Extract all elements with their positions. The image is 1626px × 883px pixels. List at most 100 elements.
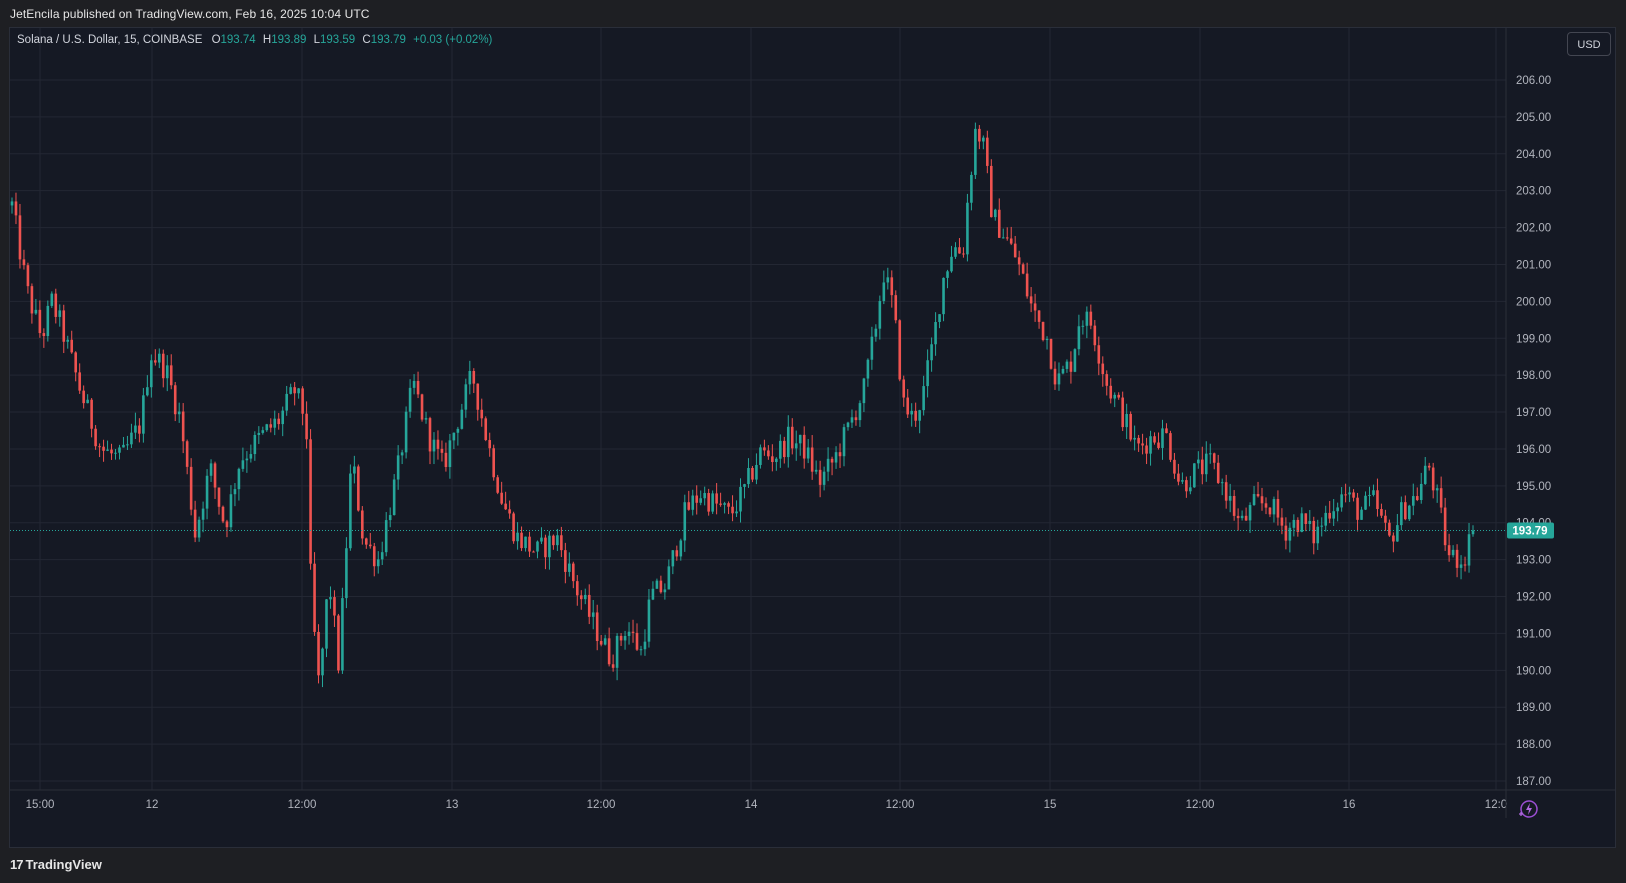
candle-body	[1268, 507, 1272, 515]
candle-body	[826, 458, 830, 472]
candle-body	[1009, 238, 1013, 244]
candle-body	[349, 473, 352, 549]
candle-body	[1320, 525, 1324, 527]
candle-body	[930, 344, 933, 361]
candle-body	[667, 566, 671, 590]
candle-body	[1041, 321, 1045, 341]
tradingview-logo-icon: 17	[10, 857, 24, 872]
candle-body	[197, 519, 201, 538]
candle-body	[1208, 453, 1212, 455]
candle-body	[540, 537, 543, 542]
candle-body	[1093, 325, 1097, 346]
candle-body	[623, 635, 627, 641]
candle-body	[412, 380, 416, 388]
y-tick-label: 192.00	[1516, 592, 1551, 604]
candle-body	[775, 458, 778, 463]
candle-body	[365, 538, 368, 545]
candle-body	[870, 336, 874, 360]
candle-body	[424, 418, 428, 420]
candle-body	[237, 468, 241, 490]
candle-body	[361, 510, 364, 539]
y-tick-label: 200.00	[1516, 296, 1551, 308]
y-tick-label: 198.00	[1516, 370, 1551, 382]
close-value: 193.79	[370, 34, 406, 46]
candle-body	[98, 446, 101, 448]
candle-body	[368, 544, 372, 547]
candle-body	[1204, 453, 1208, 475]
candle-body	[918, 410, 921, 421]
candle-body	[281, 410, 285, 425]
candle-body	[763, 447, 766, 451]
candle-body	[1077, 326, 1081, 350]
candle-body	[1244, 515, 1248, 521]
candle-body	[388, 515, 392, 521]
candle-body	[317, 631, 320, 676]
candle-body	[289, 387, 292, 394]
candle-body	[556, 535, 559, 546]
candle-body	[1169, 433, 1172, 460]
candle-body	[719, 503, 722, 505]
candle-body	[1189, 487, 1192, 492]
candle-body	[564, 550, 567, 572]
candle-body	[50, 293, 54, 306]
candle-body	[134, 425, 137, 433]
candle-body	[1081, 325, 1085, 327]
candle-body	[34, 309, 38, 314]
candle-body	[731, 506, 734, 514]
tradingview-logo[interactable]: 17 TradingView	[10, 857, 102, 872]
y-tick-label: 204.00	[1516, 149, 1551, 161]
candle-body	[1001, 237, 1005, 239]
candle-body	[150, 360, 153, 388]
candle-body	[882, 282, 886, 302]
candle-body	[1435, 488, 1439, 491]
candle-body	[894, 295, 898, 321]
y-tick-label: 206.00	[1516, 75, 1551, 87]
candle-body	[938, 314, 941, 323]
candle-body	[1236, 515, 1240, 519]
candle-body	[675, 550, 679, 557]
candle-body	[154, 360, 157, 363]
candle-body	[193, 509, 197, 538]
candle-body	[1153, 436, 1156, 443]
candle-body	[496, 477, 499, 493]
candle-body	[448, 440, 452, 468]
candle-body	[353, 466, 356, 474]
candle-body	[587, 594, 591, 617]
candle-body	[536, 541, 539, 552]
candle-body	[723, 503, 726, 505]
lightning-bolt-icon[interactable]	[1518, 799, 1538, 819]
candle-body	[1057, 373, 1061, 385]
candle-body	[38, 309, 42, 334]
currency-button[interactable]: USD	[1567, 32, 1611, 56]
candle-body	[1431, 467, 1435, 491]
candle-body	[1308, 520, 1312, 524]
candle-body	[440, 448, 444, 453]
candle-body	[468, 371, 472, 385]
candle-body	[1013, 243, 1017, 258]
candle-body	[846, 422, 850, 428]
last-price-label: 193.79	[1512, 525, 1547, 537]
candle-body	[631, 631, 635, 633]
candle-body	[1400, 502, 1403, 526]
candle-body	[1017, 257, 1021, 265]
y-tick-label: 201.00	[1516, 259, 1551, 271]
symbol-title[interactable]: Solana / U.S. Dollar, 15, COINBASE	[17, 34, 203, 46]
candle-body	[122, 444, 125, 448]
candle-body	[392, 479, 396, 516]
last-price-badge	[1507, 522, 1554, 539]
candle-body	[735, 511, 738, 514]
candle-body	[78, 372, 81, 391]
candle-body	[1025, 273, 1029, 297]
candle-body	[54, 293, 58, 317]
candle-body	[771, 456, 774, 463]
candle-body	[1467, 534, 1471, 566]
candle-body	[711, 493, 714, 512]
candle-body	[962, 253, 965, 255]
candle-body	[177, 411, 181, 415]
candle-body	[1264, 503, 1268, 508]
candle-body	[1408, 505, 1411, 520]
candle-body	[751, 467, 754, 480]
candle-body	[683, 502, 687, 541]
candle-body	[66, 339, 70, 342]
